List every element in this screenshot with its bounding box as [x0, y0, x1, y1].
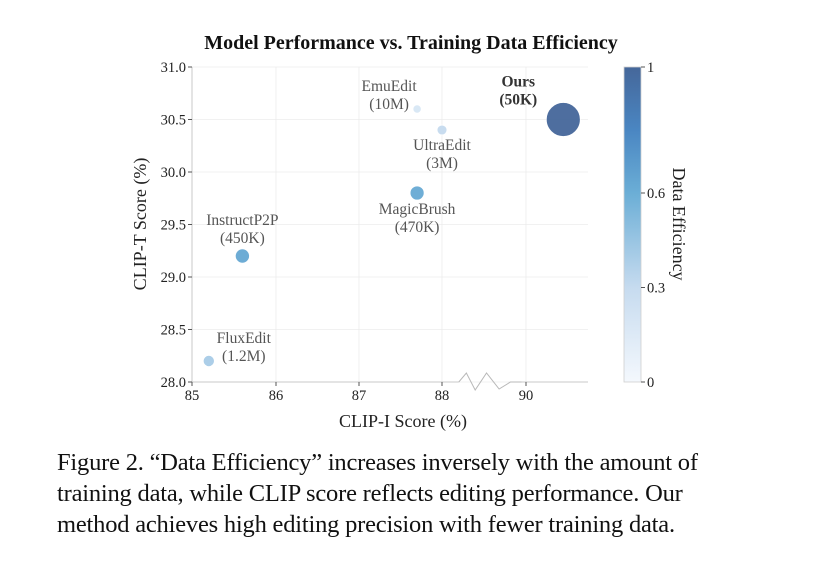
point-label-data: (470K): [395, 219, 440, 236]
y-axis-ticks: 28.0 28.5 29.0 29.5 30.0 30.5 31.0: [161, 60, 192, 391]
point-label-name: MagicBrush: [379, 201, 456, 218]
data-point-magicbrush: [409, 185, 425, 201]
point-labels: EmuEdit(10M) UltraEdit(3M) Ours(50K) MagicB…: [206, 74, 537, 366]
caption-line: training data, while CLIP score reflects…: [57, 480, 683, 507]
colorbar-tick-label: 0.6: [647, 186, 665, 202]
scatter-chart: Model Performance vs. Training Data Effi…: [130, 32, 689, 432]
x-axis-ticks: 85 86 87 88 90: [185, 382, 534, 404]
y-tick-label: 30.0: [161, 165, 186, 181]
point-label-name: Ours: [501, 74, 535, 91]
colorbar-tick-label: 0: [647, 375, 654, 391]
colorbar-tick-label: 0.3: [647, 281, 665, 297]
grid-lines: [191, 66, 588, 383]
x-tick-label: 85: [185, 388, 200, 404]
y-tick-label: 29.5: [161, 218, 186, 234]
caption-line: Figure 2. “Data Efficiency” increases in…: [57, 449, 698, 476]
point-label-name: UltraEdit: [413, 137, 471, 154]
colorbar-label: Data Efficiency: [669, 167, 689, 280]
colorbar-ticks: 0 0.3 0.6 1: [641, 60, 665, 391]
point-label-data: (1.2M): [222, 348, 265, 365]
point-label-name: FluxEdit: [217, 330, 272, 347]
data-point-ours: [545, 102, 581, 137]
colorbar-gradient: [623, 66, 642, 383]
x-tick-label: 87: [352, 388, 367, 404]
figure-caption: Figure 2. “Data Efficiency” increases in…: [57, 447, 787, 540]
chart-title: Model Performance vs. Training Data Effi…: [204, 32, 618, 54]
point-label-name: EmuEdit: [362, 78, 418, 95]
data-points: [202, 102, 581, 367]
caption-line: method achieves high editing precision w…: [57, 511, 675, 538]
y-tick-label: 30.5: [161, 113, 186, 129]
y-axis-label: CLIP-T Score (%): [130, 158, 151, 291]
data-point-instructp2p: [234, 248, 250, 264]
y-tick-label: 29.0: [161, 270, 186, 286]
colorbar-tick-label: 1: [647, 60, 654, 76]
colorbar: 0 0.3 0.6 1 Data Efficiency: [623, 60, 689, 391]
data-point-emuedit: [412, 104, 422, 114]
point-label-data: (450K): [220, 230, 265, 247]
x-tick-label: 88: [435, 388, 450, 404]
axis-break-icon: [458, 372, 522, 391]
x-tick-label: 90: [519, 388, 534, 404]
x-tick-label: 86: [269, 388, 284, 404]
y-tick-label: 28.0: [161, 375, 186, 391]
point-label-data: (10M): [369, 96, 409, 113]
data-point-fluxedit: [202, 354, 215, 367]
y-tick-label: 31.0: [161, 60, 186, 76]
y-tick-label: 28.5: [161, 323, 186, 339]
point-label-data: (3M): [426, 155, 458, 172]
x-axis-label: CLIP-I Score (%): [339, 411, 467, 432]
data-point-ultraedit: [436, 124, 448, 136]
point-label-data: (50K): [499, 92, 537, 109]
point-label-name: InstructP2P: [206, 212, 278, 229]
